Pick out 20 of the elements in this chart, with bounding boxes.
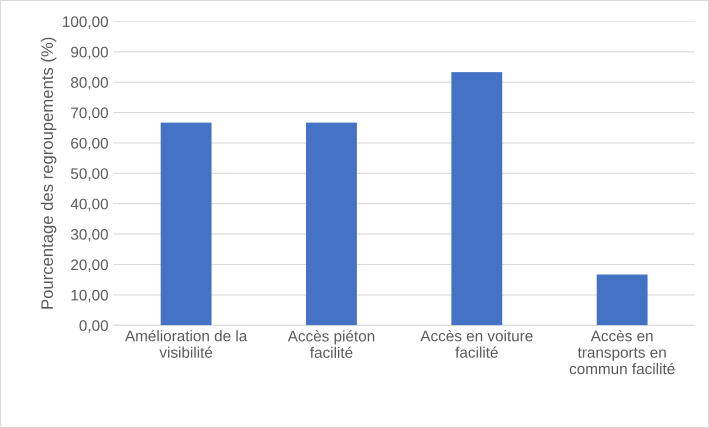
y-tick-label: 30,00 bbox=[70, 228, 108, 242]
y-tick-label: 90,00 bbox=[71, 46, 108, 60]
x-tick-label: Accès en voiture facilité bbox=[420, 330, 533, 358]
x-tick-label: Amélioration de la visibilité bbox=[125, 330, 248, 358]
x-tick-label: Accès piéton facilité bbox=[288, 330, 374, 358]
y-tick-label: 100,00 bbox=[63, 16, 108, 29]
y-tick-label: 70,00 bbox=[71, 107, 108, 120]
x-tick-label: Accès en transports en commun facilité bbox=[570, 330, 675, 374]
bar bbox=[596, 274, 648, 326]
y-tick-label: 40,00 bbox=[70, 198, 108, 212]
y-tick-label: 80,00 bbox=[71, 77, 108, 90]
y-tick-label: 0,00 bbox=[79, 320, 108, 333]
y-axis-title: Pourcentage des regroupements (%) bbox=[40, 38, 56, 309]
y-tick-label: 60,00 bbox=[71, 138, 108, 150]
bar bbox=[160, 122, 212, 326]
y-tick-label: 10,00 bbox=[72, 290, 108, 302]
bar bbox=[306, 122, 357, 326]
bar bbox=[451, 72, 502, 326]
y-tick-label: 20,00 bbox=[71, 259, 108, 272]
y-tick-label: 50,00 bbox=[70, 168, 108, 181]
